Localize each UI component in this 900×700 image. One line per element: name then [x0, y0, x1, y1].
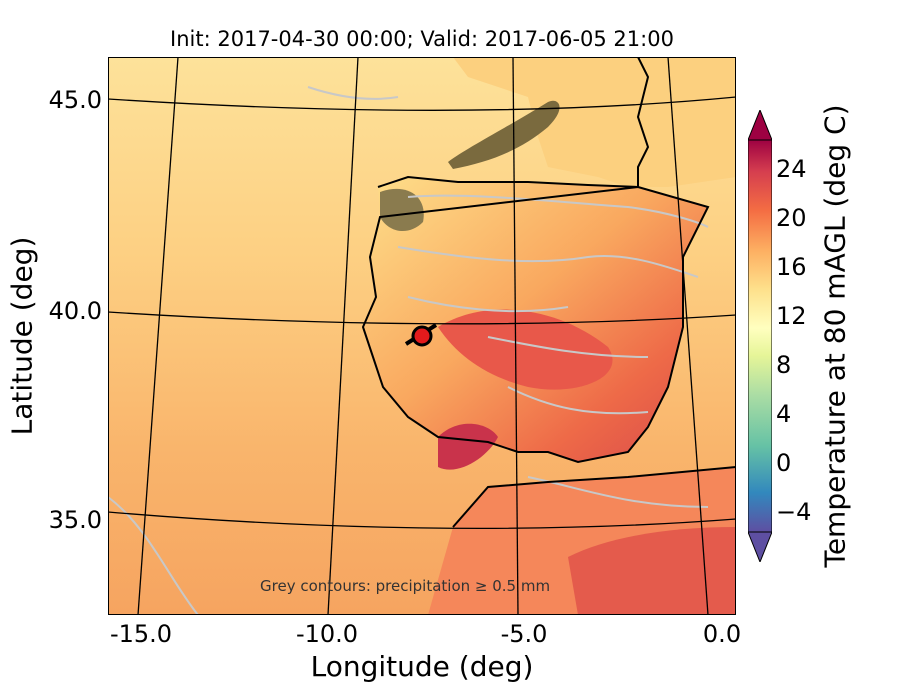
map-title: Init: 2017-04-30 00:00; Valid: 2017-06-0…	[170, 27, 674, 51]
graticule	[108, 57, 736, 615]
pyrenees-mountain	[448, 100, 560, 169]
interior-heat-2	[438, 423, 498, 470]
y-tick-35: 35.0	[48, 506, 102, 534]
cb-tick-24: 24	[776, 155, 807, 183]
northwest-mountains	[380, 188, 424, 232]
cb-tick-minus4: −4	[776, 498, 812, 526]
cb-tick-16: 16	[776, 253, 807, 281]
x-axis-label: Longitude (deg)	[310, 650, 534, 683]
y-axis-label: Latitude (deg)	[5, 236, 39, 436]
site-marker[interactable]	[404, 323, 438, 347]
africa-hot-region	[568, 527, 736, 615]
cb-tick-8: 8	[776, 351, 792, 379]
colorbar	[747, 108, 773, 564]
x-tick-0: 0.0	[702, 620, 742, 648]
x-tick-minus15: -15.0	[109, 620, 173, 648]
x-tick-minus10: -10.0	[295, 620, 359, 648]
map-frame	[108, 57, 736, 615]
colorbar-ramp	[747, 139, 773, 533]
colorbar-svg	[747, 108, 773, 564]
precipitation-contours	[108, 86, 709, 615]
colorbar-extend-bottom	[747, 531, 773, 564]
colorbar-extend-top	[747, 108, 773, 141]
precip-note: Grey contours: precipitation ≥ 0.5 mm	[260, 577, 551, 595]
x-tick-minus5: -5.0	[500, 620, 548, 648]
y-tick-45: 45.0	[48, 86, 102, 114]
interior-heat-1	[438, 309, 613, 390]
france-land	[453, 57, 736, 187]
cb-tick-20: 20	[776, 204, 807, 232]
map-canvas[interactable]	[108, 57, 736, 615]
cb-tick-0: 0	[776, 449, 792, 477]
colorbar-label: Temperature at 80 mAGL (deg C)	[818, 104, 852, 568]
map-panel[interactable]	[108, 57, 736, 615]
cb-tick-4: 4	[776, 400, 792, 428]
cb-tick-12: 12	[776, 302, 807, 330]
coastline	[361, 57, 736, 528]
y-tick-40: 40.0	[48, 297, 102, 325]
